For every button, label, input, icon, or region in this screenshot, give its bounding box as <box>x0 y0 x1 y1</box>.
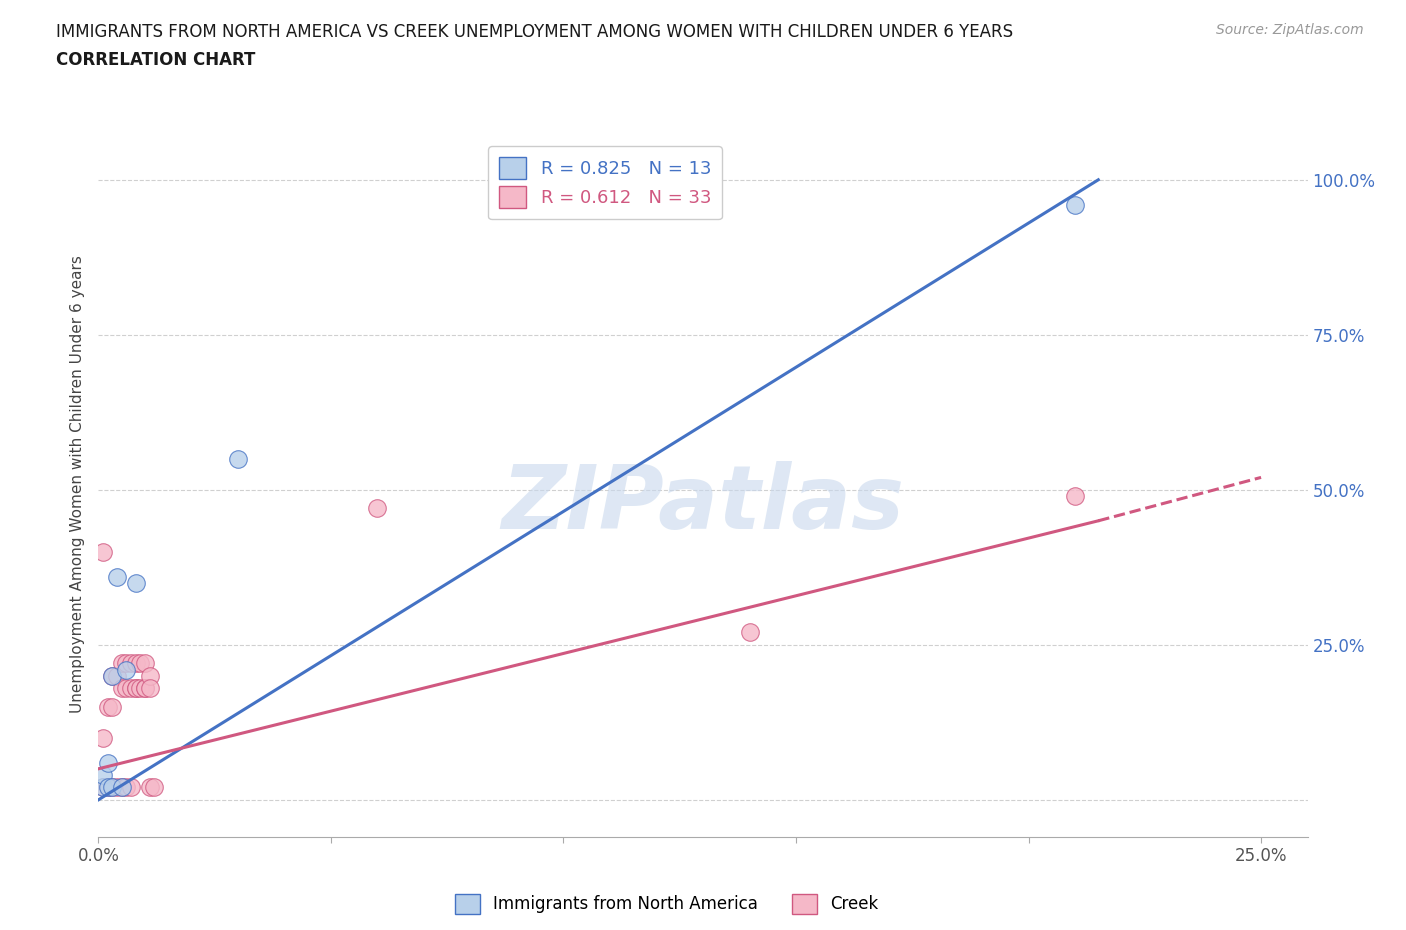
Point <box>101 780 124 795</box>
Point <box>120 780 142 795</box>
Point <box>738 625 761 640</box>
Point <box>134 656 156 671</box>
Point <box>97 780 120 795</box>
Point <box>91 767 114 782</box>
Point <box>97 780 120 795</box>
Y-axis label: Unemployment Among Women with Children Under 6 years: Unemployment Among Women with Children U… <box>70 255 86 712</box>
Text: IMMIGRANTS FROM NORTH AMERICA VS CREEK UNEMPLOYMENT AMONG WOMEN WITH CHILDREN UN: IMMIGRANTS FROM NORTH AMERICA VS CREEK U… <box>56 23 1014 41</box>
Point <box>226 451 249 466</box>
Point <box>111 780 134 795</box>
Point <box>129 681 152 696</box>
Point <box>115 662 138 677</box>
Point <box>91 544 114 559</box>
Point <box>120 681 142 696</box>
Point <box>101 699 124 714</box>
Point <box>143 780 166 795</box>
Point <box>91 780 114 795</box>
Point <box>366 501 388 516</box>
Point <box>105 669 128 684</box>
Point <box>101 669 124 684</box>
Point <box>124 656 146 671</box>
Text: CORRELATION CHART: CORRELATION CHART <box>56 51 256 69</box>
Legend: Immigrants from North America, Creek: Immigrants from North America, Creek <box>449 887 884 921</box>
Point <box>124 681 146 696</box>
Point <box>1064 488 1087 503</box>
Point <box>138 780 160 795</box>
Point <box>1064 197 1087 212</box>
Point <box>115 656 138 671</box>
Point <box>124 681 146 696</box>
Point <box>129 656 152 671</box>
Point <box>101 669 124 684</box>
Point <box>101 780 124 795</box>
Point <box>105 569 128 584</box>
Point <box>105 780 128 795</box>
Point <box>111 681 134 696</box>
Point <box>115 681 138 696</box>
Point <box>91 780 114 795</box>
Point <box>692 197 714 212</box>
Point <box>134 681 156 696</box>
Point <box>134 681 156 696</box>
Point <box>138 681 160 696</box>
Text: ZIPatlas: ZIPatlas <box>502 461 904 549</box>
Point <box>111 780 134 795</box>
Point <box>124 576 146 591</box>
Point <box>111 656 134 671</box>
Point <box>138 669 160 684</box>
Text: Source: ZipAtlas.com: Source: ZipAtlas.com <box>1216 23 1364 37</box>
Point <box>120 656 142 671</box>
Point <box>115 780 138 795</box>
Point <box>91 730 114 745</box>
Point <box>97 699 120 714</box>
Point <box>97 755 120 770</box>
